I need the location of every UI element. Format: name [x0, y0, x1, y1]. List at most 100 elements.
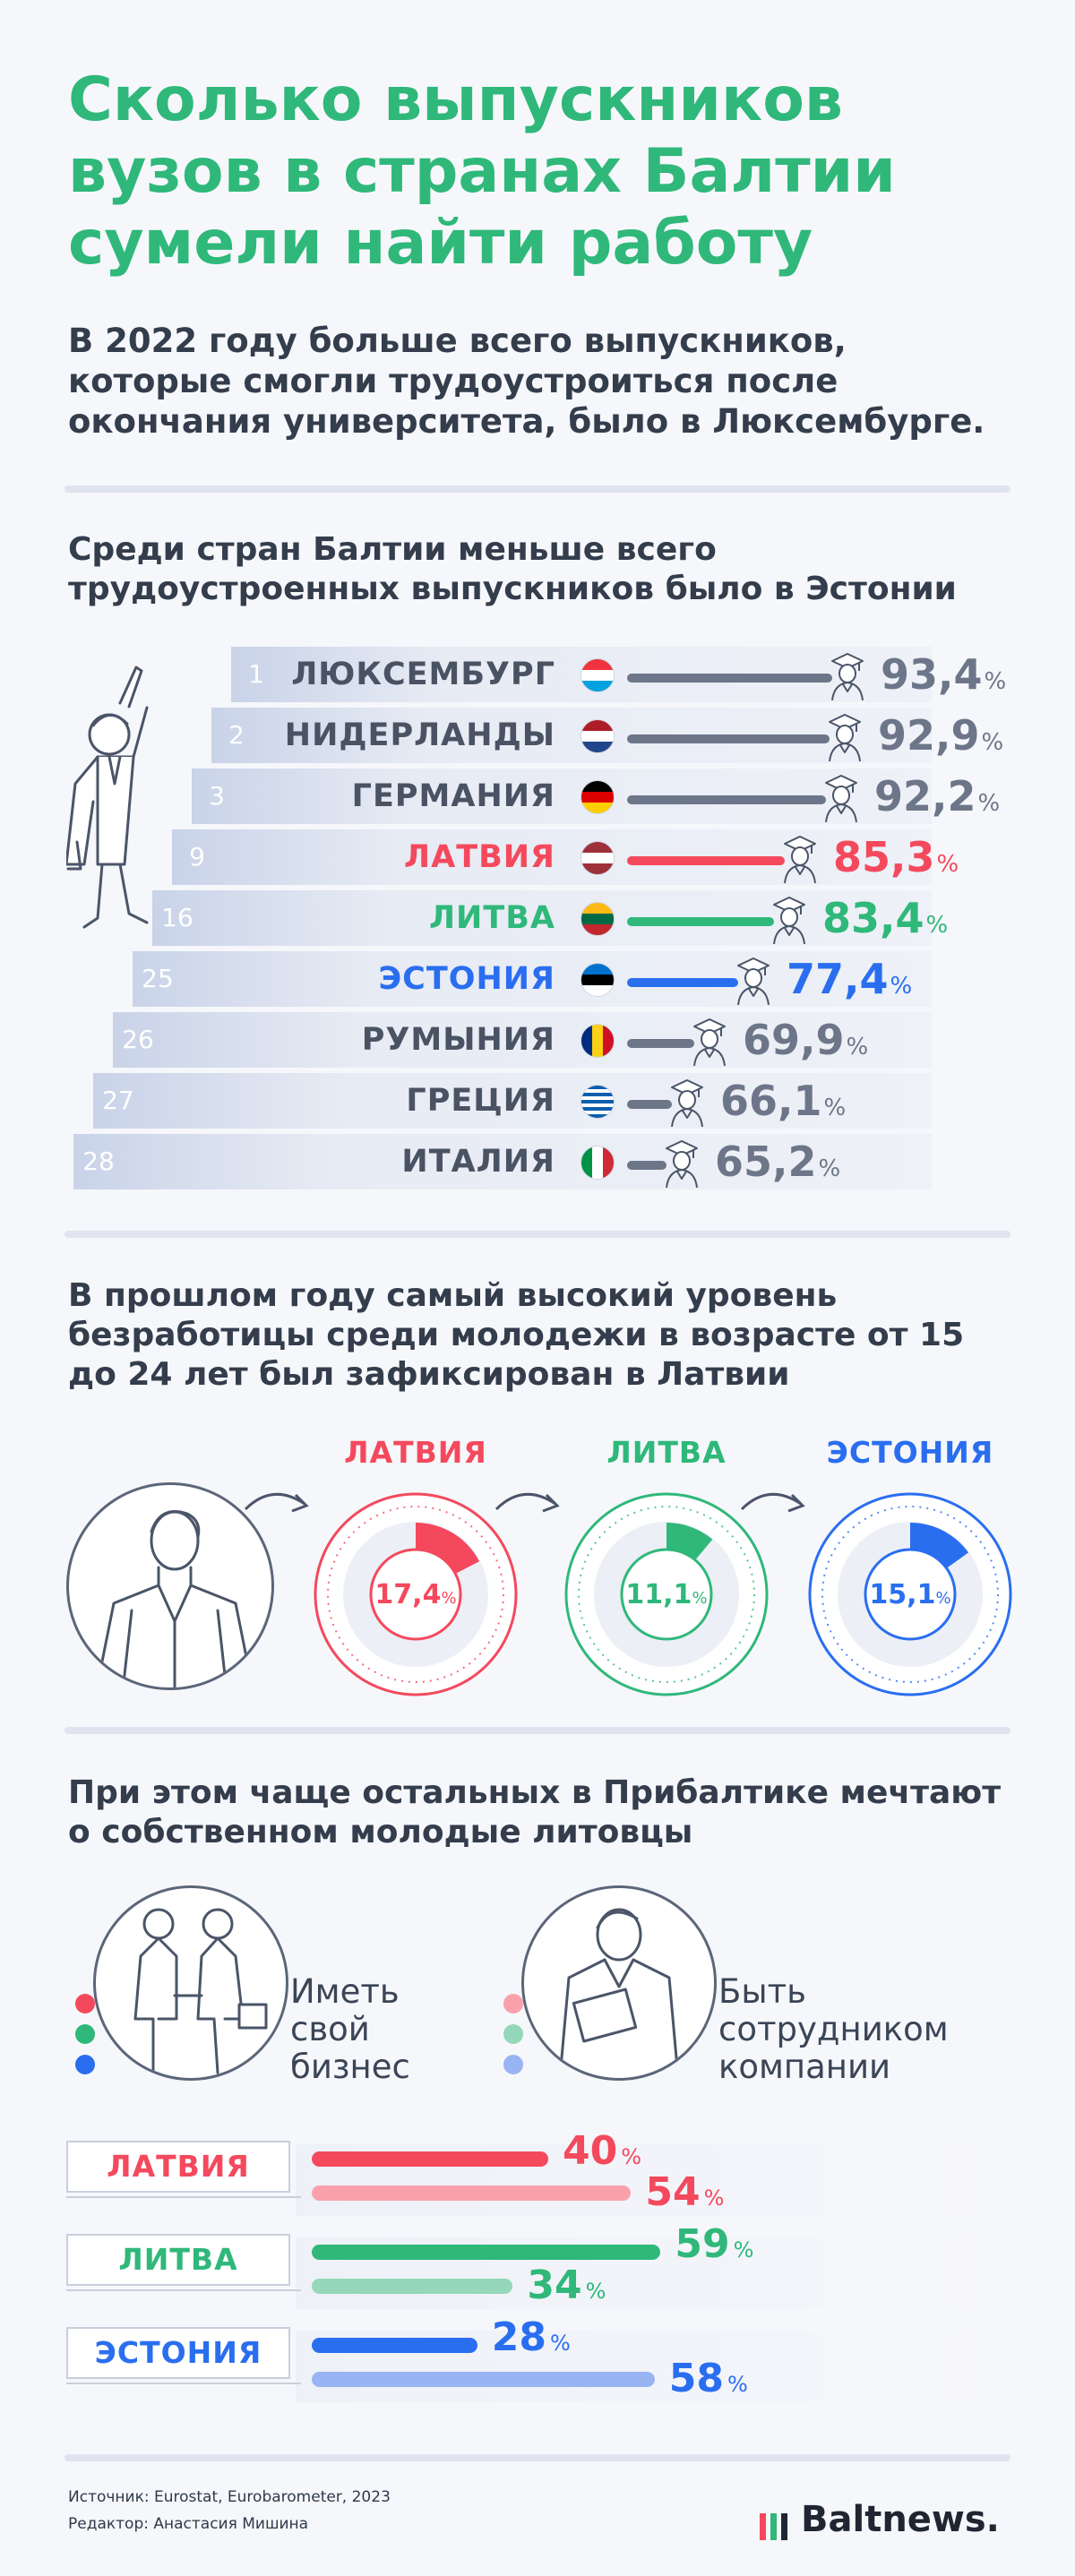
bar-own-business: [312, 2151, 548, 2167]
value-label: 92,2%: [874, 769, 1000, 824]
value-own-business: 28%: [492, 2316, 571, 2365]
logo-bars-icon: [760, 2508, 794, 2540]
country-name: ЛИТВА: [428, 900, 555, 936]
ranking-row: 2 НИДЕРЛАНДЫ 92,9%: [211, 708, 1012, 763]
value-number: 83,4: [822, 894, 924, 942]
percent-sign: %: [981, 729, 1004, 756]
value-bar: [627, 795, 826, 804]
graduate-icon: [825, 775, 857, 822]
rank-number: 1: [248, 659, 264, 689]
value-number: 28: [491, 2314, 547, 2360]
value-own-business: 59%: [675, 2223, 753, 2271]
percent-sign: %: [936, 851, 959, 878]
divider: [64, 1231, 1010, 1238]
rank-number: 28: [82, 1146, 115, 1176]
value-bar: [627, 1039, 694, 1048]
percent-sign: %: [935, 1589, 950, 1608]
rank-number: 3: [209, 781, 225, 811]
graduate-icon: [693, 1018, 726, 1066]
ranking-row: 1 ЛЮКСЕМБУРГ 93,4%: [231, 647, 1012, 702]
graduate-icon: [784, 836, 816, 883]
curved-arrow-icon: [740, 1492, 805, 1513]
legend-dot-latvia: [75, 1994, 95, 2014]
country-name: ЛЮКСЕМБУРГ: [291, 657, 555, 692]
ranking-row-background: [73, 1134, 932, 1189]
country-name: РУМЫНИЯ: [361, 1022, 555, 1058]
flag-estonia-icon: [580, 963, 615, 997]
ranking-row-background: [113, 1012, 932, 1068]
rank-number: 2: [228, 720, 245, 750]
country-name: НИДЕРЛАНДЫ: [284, 717, 555, 753]
rank-number: 9: [189, 842, 205, 872]
value-company-employee: 58%: [669, 2357, 748, 2406]
percent-sign: %: [441, 1589, 456, 1608]
young-man-portrait: [66, 1482, 274, 1690]
rank-number: 16: [161, 903, 194, 932]
value-label: 85,3%: [833, 829, 959, 885]
value-number: 54: [645, 2169, 701, 2215]
legend-employee-line: сотрудником: [718, 2010, 949, 2048]
ranking-row: 28 ИТАЛИЯ 65,2%: [73, 1134, 1012, 1189]
section2-heading: В прошлом году самый высокий уровень без…: [68, 1277, 965, 1393]
value-company-employee: 34%: [527, 2264, 606, 2313]
percent-sign: %: [703, 2185, 725, 2211]
percent-sign: %: [984, 668, 1007, 695]
percent-sign: %: [890, 973, 913, 1000]
value-label: 77,4%: [787, 951, 912, 1007]
value-number: 58: [668, 2356, 725, 2401]
divider: [64, 1727, 1010, 1734]
percent-sign: %: [692, 1589, 707, 1608]
ranking-row-background: [93, 1073, 932, 1129]
bar-company-employee: [312, 2372, 655, 2387]
office-worker-illustration: [521, 1885, 717, 2081]
bar-own-business: [312, 2245, 661, 2260]
donut-dotted-ring: [327, 1506, 504, 1683]
intro-text: В 2022 году больше всего выпускников, ко…: [68, 322, 985, 441]
section1-heading: Среди стран Балтии меньше всего трудоуст…: [68, 531, 957, 607]
donut-chart: 11,1%: [564, 1492, 769, 1696]
value-label: 92,9%: [878, 708, 1003, 763]
business-women-illustration: [93, 1885, 288, 2081]
donut-dotted-ring: [578, 1506, 755, 1683]
legend-dot-lithuania: [75, 2024, 95, 2044]
donut-country-label: ЭСТОНИЯ: [826, 1435, 994, 1470]
value-number: 85,3: [833, 833, 935, 881]
value-number: 77,4: [787, 955, 889, 1003]
value-bar: [627, 856, 785, 865]
ranking-row-background: [133, 951, 932, 1007]
page-title: Сколько выпускников вузов в странах Балт…: [68, 64, 896, 279]
donut-chart: 17,4%: [314, 1492, 518, 1696]
legend-employee-line: Быть: [718, 1972, 806, 2011]
legend-dot-latvia-light: [503, 1994, 523, 2014]
country-label-box: ЭСТОНИЯ: [66, 2327, 290, 2379]
ranking-row: 16 ЛИТВА 83,4%: [152, 890, 1012, 946]
rank-number: 25: [142, 964, 174, 993]
office-worker-icon: [558, 1908, 680, 2078]
country-name: ГЕРМАНИЯ: [351, 778, 555, 814]
rank-number: 26: [122, 1025, 154, 1054]
flag-germany-icon: [580, 780, 615, 814]
value-bar: [627, 978, 738, 987]
country-name: ЭСТОНИЯ: [378, 961, 555, 997]
percent-sign: %: [733, 2237, 754, 2263]
legend-business-label: Иметь свой бизнес: [290, 1973, 410, 2086]
percent-sign: %: [925, 912, 949, 939]
donut-inner-circle: [369, 1548, 462, 1641]
value-label: 66,1%: [720, 1073, 846, 1129]
brand-logo: Baltnews.: [760, 2499, 1000, 2540]
graduate-icon: [737, 957, 770, 1005]
value-label: 69,9%: [743, 1012, 868, 1068]
percent-sign: %: [977, 790, 1001, 817]
percent-sign: %: [727, 2372, 748, 2397]
value-own-business: 40%: [563, 2130, 641, 2178]
value-number: 65,2: [715, 1138, 817, 1186]
flag-latvia-icon: [580, 841, 615, 875]
flag-lithuania-icon: [580, 902, 615, 936]
legend-business-line: свой: [290, 2010, 370, 2048]
business-women-icon: [133, 1908, 268, 2074]
value-number: 59: [675, 2221, 730, 2267]
value-bar: [627, 1100, 672, 1109]
section3-heading: При этом чаще остальных в Прибалтике меч…: [68, 1774, 1002, 1850]
legend-employee-line: компании: [718, 2048, 891, 2086]
ranking-row: 3 ГЕРМАНИЯ 92,2%: [192, 769, 1012, 824]
